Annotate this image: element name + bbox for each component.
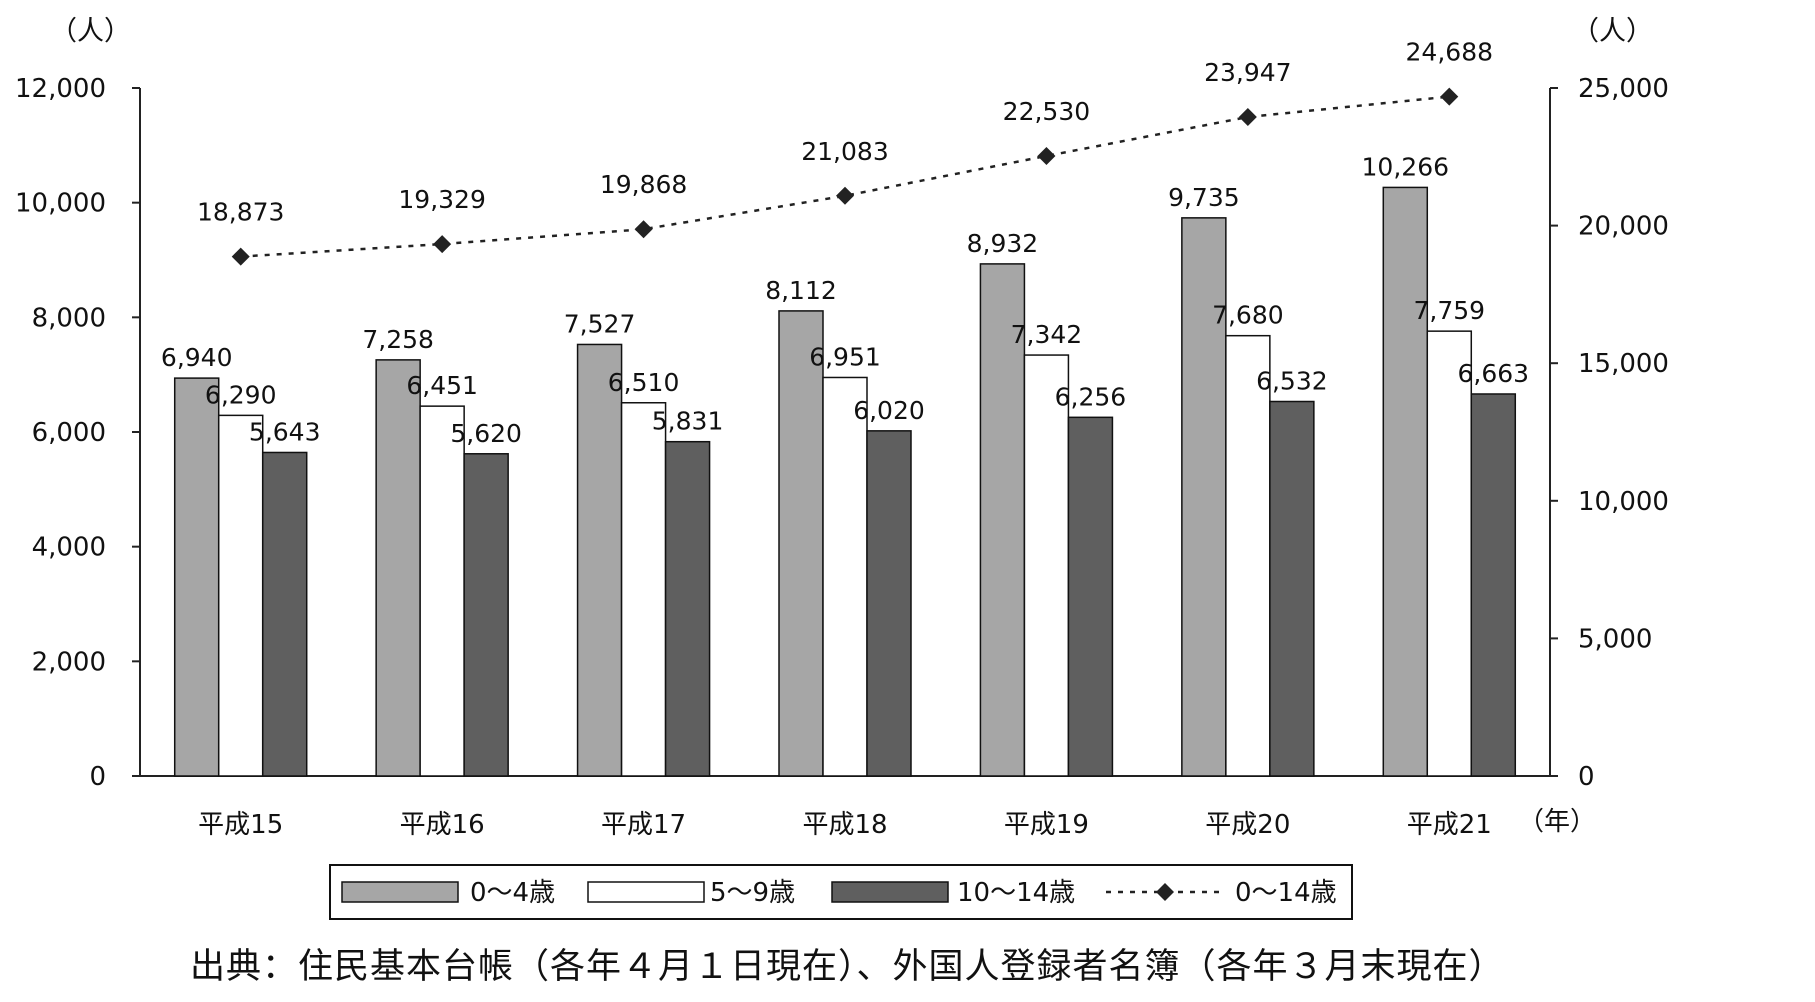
bar (217, 414, 264, 777)
bar-data-label: 6,290 (205, 380, 277, 409)
source-note: 出典：住民基本台帳（各年４月１日現在）、外国人登録者名簿（各年３月末現在） (190, 947, 1505, 987)
line-marker-diamond (1037, 146, 1056, 165)
legend-label: 10～14歳 (957, 878, 1075, 908)
bar-data-label: 6,663 (1457, 359, 1529, 388)
legend-label: 5～9歳 (710, 878, 795, 908)
bar (375, 359, 421, 777)
category-label: 平成17 (601, 810, 686, 840)
bar (1426, 330, 1473, 777)
bar-data-label: 5,620 (450, 419, 522, 448)
legend-swatch (831, 881, 949, 903)
line-data-label: 22,530 (1003, 97, 1090, 126)
left-tick-label: 10,000 (15, 189, 106, 219)
right-tick-label: 15,000 (1578, 349, 1669, 379)
bar (173, 377, 220, 777)
bar-data-label: 7,527 (564, 309, 636, 338)
bar (1023, 354, 1070, 777)
bar (1269, 400, 1315, 777)
bar-data-label: 10,266 (1362, 152, 1449, 181)
left-tick-label: 12,000 (15, 74, 106, 104)
bar-data-label: 6,256 (1055, 382, 1127, 411)
line-data-label: 18,873 (197, 198, 284, 227)
bar (778, 310, 824, 777)
x-axis-unit: （年） (1518, 807, 1596, 837)
bar (1382, 186, 1429, 777)
bar (576, 343, 623, 777)
bar (419, 405, 465, 777)
population-chart: 0 2,000 4,000 6,000 8,000 10,000 12,000 0 5,000 1… (15, 16, 1669, 920)
left-tick-label: 2,000 (32, 647, 106, 677)
line-data-label: 23,947 (1204, 58, 1291, 87)
left-tick-label: 4,000 (32, 533, 106, 563)
category-label: 平成16 (400, 810, 485, 840)
bar-data-label: 6,451 (406, 371, 478, 400)
bar-data-label: 5,831 (652, 407, 724, 436)
bar (822, 376, 868, 777)
bar (620, 402, 667, 777)
line-series (240, 95, 1450, 258)
right-tick-label: 10,000 (1578, 487, 1669, 517)
line-marker-diamond (1238, 107, 1257, 126)
line-data-label: 24,688 (1406, 38, 1493, 67)
right-tick-label: 0 (1578, 762, 1595, 792)
line-marker-diamond (433, 235, 452, 254)
bar-data-label: 7,342 (1011, 320, 1083, 349)
legend-swatch (587, 881, 705, 903)
left-tick-label: 0 (89, 762, 106, 792)
category-label: 平成15 (198, 810, 283, 840)
bar-data-label: 8,112 (765, 276, 837, 305)
plot-area: 0 2,000 4,000 6,000 8,000 10,000 12,000 0 5,000 1… (15, 16, 1669, 840)
left-tick-label: 6,000 (32, 418, 106, 448)
legend: 0～4歳 5～9歳 10～14歳 0～14歳 (329, 864, 1353, 920)
category-label: 平成19 (1004, 810, 1089, 840)
legend-swatch (341, 881, 459, 903)
bar-data-label: 7,680 (1212, 301, 1284, 330)
legend-label: 0～4歳 (470, 878, 555, 908)
bar-data-label: 7,759 (1413, 296, 1485, 325)
bar (1470, 393, 1517, 777)
right-tick-label: 5,000 (1578, 624, 1652, 654)
bar-data-label: 8,932 (967, 229, 1039, 258)
line-marker-diamond (634, 220, 653, 239)
bar (1225, 334, 1271, 777)
line-marker-diamond (1440, 87, 1459, 106)
left-axis-unit: （人） (50, 16, 131, 47)
right-tick-label: 20,000 (1578, 212, 1669, 242)
bar-data-label: 6,510 (608, 368, 680, 397)
bar (866, 430, 912, 777)
right-axis-unit: （人） (1572, 16, 1653, 47)
right-tick-label: 25,000 (1578, 74, 1669, 104)
bar (463, 453, 509, 777)
legend-marker-diamond (1156, 883, 1174, 901)
bar-data-label: 6,532 (1256, 366, 1328, 395)
bar-data-label: 6,940 (161, 343, 233, 372)
bar-data-label: 5,643 (249, 417, 321, 446)
bar-data-label: 6,951 (809, 342, 881, 371)
category-label: 平成20 (1205, 810, 1290, 840)
bar (664, 440, 711, 777)
line-data-label: 21,083 (801, 137, 888, 166)
left-tick-label: 8,000 (32, 303, 106, 333)
bar (979, 263, 1026, 777)
legend-label: 0～14歳 (1235, 878, 1337, 908)
line-data-label: 19,868 (600, 170, 687, 199)
bar-data-label: 7,258 (362, 325, 434, 354)
bar-data-label: 6,020 (853, 396, 925, 425)
category-label: 平成18 (802, 810, 887, 840)
category-label: 平成21 (1407, 810, 1492, 840)
bar (261, 451, 308, 777)
bar (1067, 416, 1114, 777)
line-marker-diamond (231, 247, 250, 266)
bar (1181, 217, 1227, 777)
line-data-label: 19,329 (398, 185, 485, 214)
line-marker-diamond (836, 186, 854, 205)
bar-data-label: 9,735 (1168, 183, 1240, 212)
